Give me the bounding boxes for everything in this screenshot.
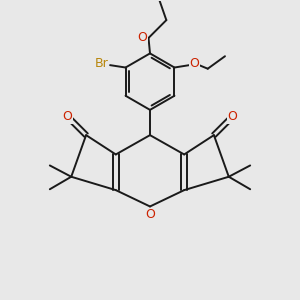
Text: O: O — [137, 32, 147, 44]
Text: O: O — [189, 57, 199, 70]
Text: O: O — [227, 110, 237, 123]
Text: O: O — [63, 110, 73, 123]
Text: Br: Br — [95, 57, 109, 70]
Text: O: O — [145, 208, 155, 221]
